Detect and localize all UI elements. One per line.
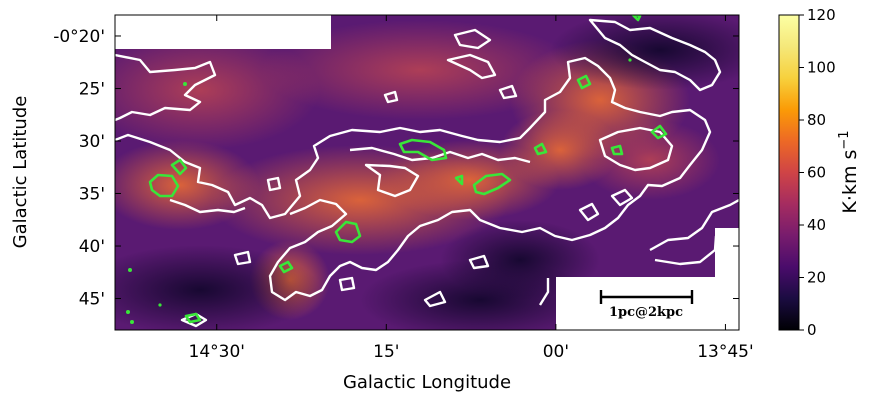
y-axis-title: Galactic Latitude [10, 96, 31, 249]
x-tick-label: 15' [373, 342, 399, 362]
colorbar-tick-label: 40 [807, 216, 826, 234]
colorbar-tick-label: 120 [807, 6, 836, 24]
y-tick-label: 35' [79, 184, 105, 204]
white-contours [115, 18, 739, 328]
y-tick-label: 45' [79, 290, 105, 310]
intensity-map [115, 15, 739, 330]
x-tick-label: 00' [543, 342, 569, 362]
masked-region-top-left [115, 15, 331, 49]
colorbar-title: K·km s−1 [837, 130, 861, 213]
green-contours [148, 15, 668, 324]
colorbar-ticks: 0 20 40 60 80 100 120 [799, 6, 836, 339]
colorbar-tick-label: 80 [807, 111, 826, 129]
green-dots [126, 58, 632, 324]
y-axis-ticks: -0°20' 25' 30' 35' 40' 45' [53, 27, 739, 310]
colorbar-title-text: K·km s [839, 150, 861, 214]
y-tick-label: -0°20' [53, 27, 105, 47]
scale-bar-label: 1pc@2kpc [609, 305, 683, 320]
plot-frame [114, 14, 740, 331]
scale-bar: 1pc@2kpc [599, 290, 694, 320]
y-tick-label: 25' [79, 80, 105, 100]
x-axis-title: Galactic Longitude [343, 372, 511, 393]
masked-region-bottom-right [556, 228, 739, 330]
x-tick-label: 14°30' [189, 342, 245, 362]
colorbar-title-superscript: −1 [837, 130, 852, 149]
colorbar-tick-label: 0 [807, 321, 817, 339]
x-axis-ticks: 14°30' 15' 00' 13°45' [189, 15, 754, 362]
colorbar-tick-label: 60 [807, 164, 826, 182]
colorbar-tick-label: 100 [807, 59, 836, 77]
y-tick-label: 40' [79, 237, 105, 257]
colorbar [778, 14, 800, 331]
y-tick-label: 30' [79, 132, 105, 152]
x-tick-label: 13°45' [697, 342, 753, 362]
colorbar-tick-label: 20 [807, 269, 826, 287]
